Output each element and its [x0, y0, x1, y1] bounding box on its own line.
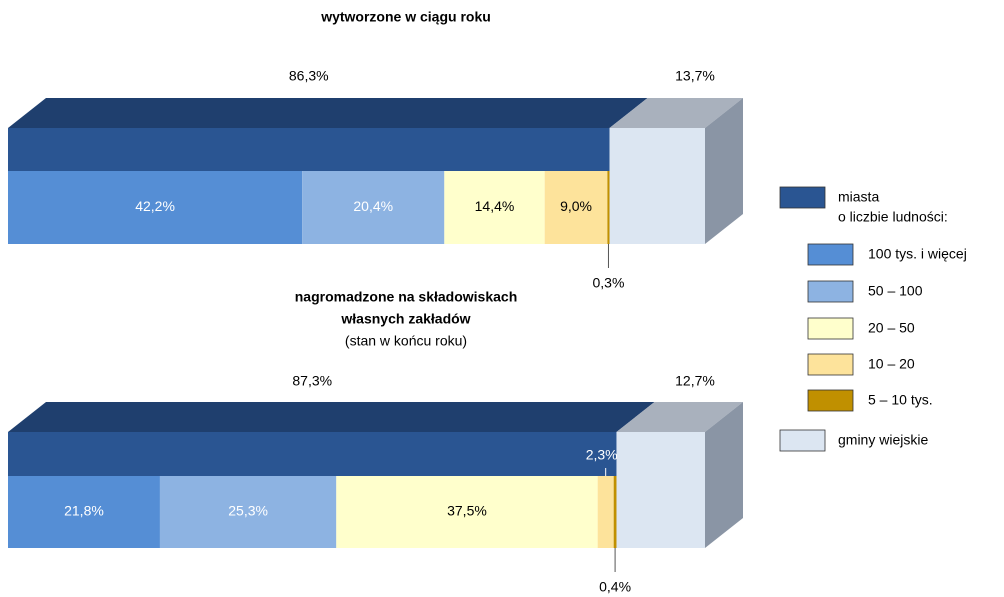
bar-segment	[159, 476, 337, 548]
bar	[8, 128, 610, 171]
bar-top	[8, 402, 655, 432]
legend-label: miasta	[838, 189, 879, 205]
legend-label: 20 – 50	[868, 320, 915, 336]
bar-segment	[613, 476, 617, 548]
legend-note: o liczbie ludności:	[838, 209, 948, 225]
total-label: 12,7%	[675, 373, 715, 389]
total-label: 13,7%	[675, 68, 715, 84]
legend-swatch	[807, 389, 854, 412]
total-label: 86,3%	[289, 68, 329, 84]
value-label: 37,5%	[447, 503, 487, 519]
legend-label: 50 – 100	[868, 283, 923, 299]
bar-segment	[336, 476, 598, 548]
value-label: 14,4%	[475, 198, 515, 214]
value-label: 9,0%	[560, 198, 592, 214]
bar-segment	[302, 171, 445, 244]
bar-side	[705, 402, 743, 548]
legend-swatch	[807, 317, 854, 340]
chart-subtitle: (stan w końcu roku)	[345, 333, 467, 349]
chart-title: nagromadzone na składowiskach	[295, 289, 518, 305]
bar-top	[609, 98, 743, 128]
bar	[8, 432, 617, 476]
total-label: 87,3%	[292, 373, 332, 389]
bar-segment	[607, 171, 610, 244]
bar	[616, 432, 705, 548]
value-label: 25,3%	[228, 503, 268, 519]
legend-label: gminy wiejskie	[838, 432, 928, 448]
legend-label: 5 – 10 tys.	[868, 392, 933, 408]
value-label: 21,8%	[64, 503, 104, 519]
legend-swatch	[779, 429, 826, 452]
legend-swatch	[807, 280, 854, 303]
bar-segment	[8, 171, 303, 244]
bar-top	[8, 98, 648, 128]
value-label: 42,2%	[135, 198, 175, 214]
legend-swatch	[807, 353, 854, 376]
legend-label: 100 tys. i więcej	[868, 246, 967, 262]
bar-segment	[8, 476, 160, 548]
legend-swatch	[779, 186, 826, 209]
value-label: 0,3%	[593, 275, 625, 291]
legend-swatch	[807, 243, 854, 266]
bar-side	[705, 98, 743, 244]
chart-title: wytworzone w ciągu roku	[320, 9, 491, 25]
value-label: 2,3%	[586, 447, 618, 463]
value-label: 0,4%	[599, 579, 631, 595]
bar-segment	[544, 171, 608, 244]
value-label: 20,4%	[353, 198, 393, 214]
bar-segment	[444, 171, 545, 244]
chart-title: własnych zakładów	[340, 311, 470, 327]
bar-segment	[597, 476, 614, 548]
bar	[609, 128, 705, 244]
legend-label: 10 – 20	[868, 356, 915, 372]
bar-top	[616, 402, 743, 432]
